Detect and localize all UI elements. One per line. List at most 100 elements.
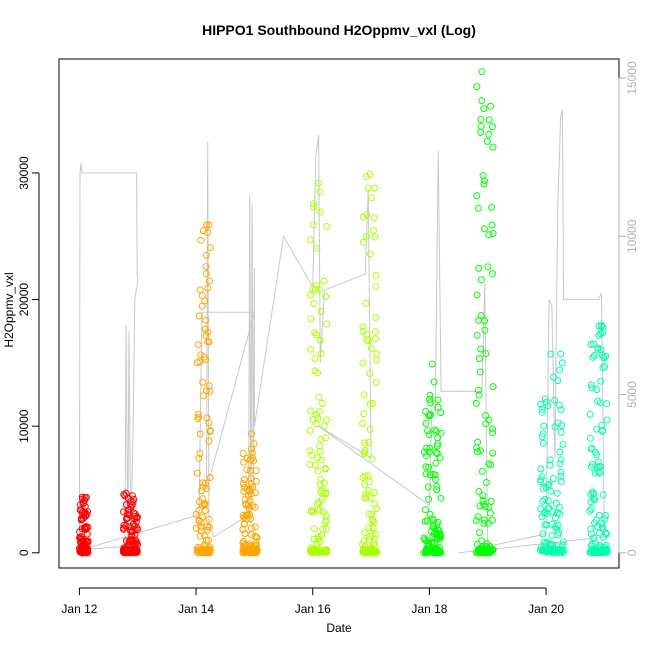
data-point	[362, 299, 370, 307]
data-point	[371, 489, 378, 496]
data-point	[476, 355, 483, 363]
data-point	[307, 407, 315, 415]
data-point	[588, 384, 596, 392]
right-y-tick-label: 5000	[625, 381, 639, 408]
data-point	[369, 399, 377, 407]
data-point	[370, 226, 377, 234]
data-point	[435, 547, 443, 555]
data-point	[592, 425, 600, 433]
data-point	[546, 456, 554, 464]
data-point	[81, 545, 89, 553]
data-point	[591, 496, 599, 504]
data-point	[485, 130, 493, 138]
data-point	[539, 546, 547, 554]
data-point	[478, 537, 485, 545]
data-point	[365, 547, 373, 555]
data-point	[202, 316, 210, 324]
data-point	[247, 515, 255, 523]
data-point	[538, 433, 546, 441]
data-point	[550, 373, 558, 381]
data-point	[481, 225, 488, 233]
data-point	[372, 271, 380, 279]
data-point	[372, 283, 380, 291]
data-point	[365, 510, 373, 518]
data-point	[489, 230, 497, 237]
data-point	[247, 524, 255, 532]
data-point	[544, 402, 552, 410]
data-point	[481, 326, 489, 334]
data-point	[371, 536, 378, 544]
data-point	[588, 444, 596, 452]
data-point	[481, 317, 489, 325]
data-point	[548, 532, 556, 539]
data-point	[312, 461, 320, 469]
data-point	[433, 521, 441, 529]
data-point	[473, 331, 481, 339]
data-point	[480, 519, 488, 527]
data-point	[199, 479, 207, 487]
data-point	[318, 456, 326, 464]
data-point	[248, 449, 256, 457]
data-point	[479, 492, 487, 500]
data-point	[598, 421, 606, 429]
data-point	[202, 263, 210, 271]
data-point	[122, 489, 130, 497]
data-point	[541, 395, 549, 403]
data-point	[366, 370, 374, 377]
data-point	[204, 284, 212, 292]
data-point	[601, 363, 609, 370]
data-point	[539, 439, 547, 447]
data-point	[477, 276, 485, 284]
data-point	[556, 503, 563, 511]
data-point	[206, 474, 214, 481]
data-point	[315, 285, 323, 293]
data-point	[590, 495, 598, 503]
data-point	[423, 517, 431, 525]
y-axis-label: H2Oppmv_vxl	[2, 272, 16, 347]
data-point	[559, 440, 567, 448]
data-point	[368, 455, 376, 463]
data-point	[366, 426, 374, 433]
data-point	[201, 547, 209, 555]
data-point	[373, 505, 381, 513]
data-point	[316, 442, 324, 450]
data-point	[599, 523, 606, 531]
data-point	[78, 545, 86, 553]
data-point	[540, 509, 548, 517]
data-point	[196, 449, 204, 457]
data-point	[205, 221, 213, 229]
data-point	[251, 523, 259, 531]
data-point	[367, 494, 375, 502]
data-point	[242, 501, 250, 509]
data-point	[598, 322, 605, 330]
data-point	[556, 401, 563, 409]
data-point	[76, 506, 84, 514]
x-axis-label: Date	[326, 621, 352, 635]
data-point	[422, 408, 430, 415]
data-point	[537, 465, 545, 473]
data-point	[600, 533, 607, 541]
data-point	[201, 325, 209, 333]
data-point	[314, 454, 322, 462]
data-point	[426, 444, 434, 452]
data-point	[477, 128, 485, 136]
data-point	[487, 102, 495, 110]
data-point	[603, 400, 610, 408]
data-point	[553, 489, 561, 497]
data-point	[360, 238, 367, 246]
scatter-points-layer	[76, 68, 611, 557]
data-point	[543, 538, 551, 546]
data-point	[239, 450, 247, 457]
data-point	[363, 331, 371, 338]
data-point	[373, 350, 381, 358]
data-point	[484, 263, 492, 271]
data-point	[477, 447, 484, 455]
data-point	[246, 467, 254, 474]
data-point	[478, 467, 486, 475]
data-point	[198, 302, 206, 310]
data-point	[538, 513, 546, 521]
data-point	[426, 399, 434, 407]
data-point	[252, 539, 260, 547]
data-point	[323, 546, 330, 554]
data-point	[368, 516, 376, 524]
